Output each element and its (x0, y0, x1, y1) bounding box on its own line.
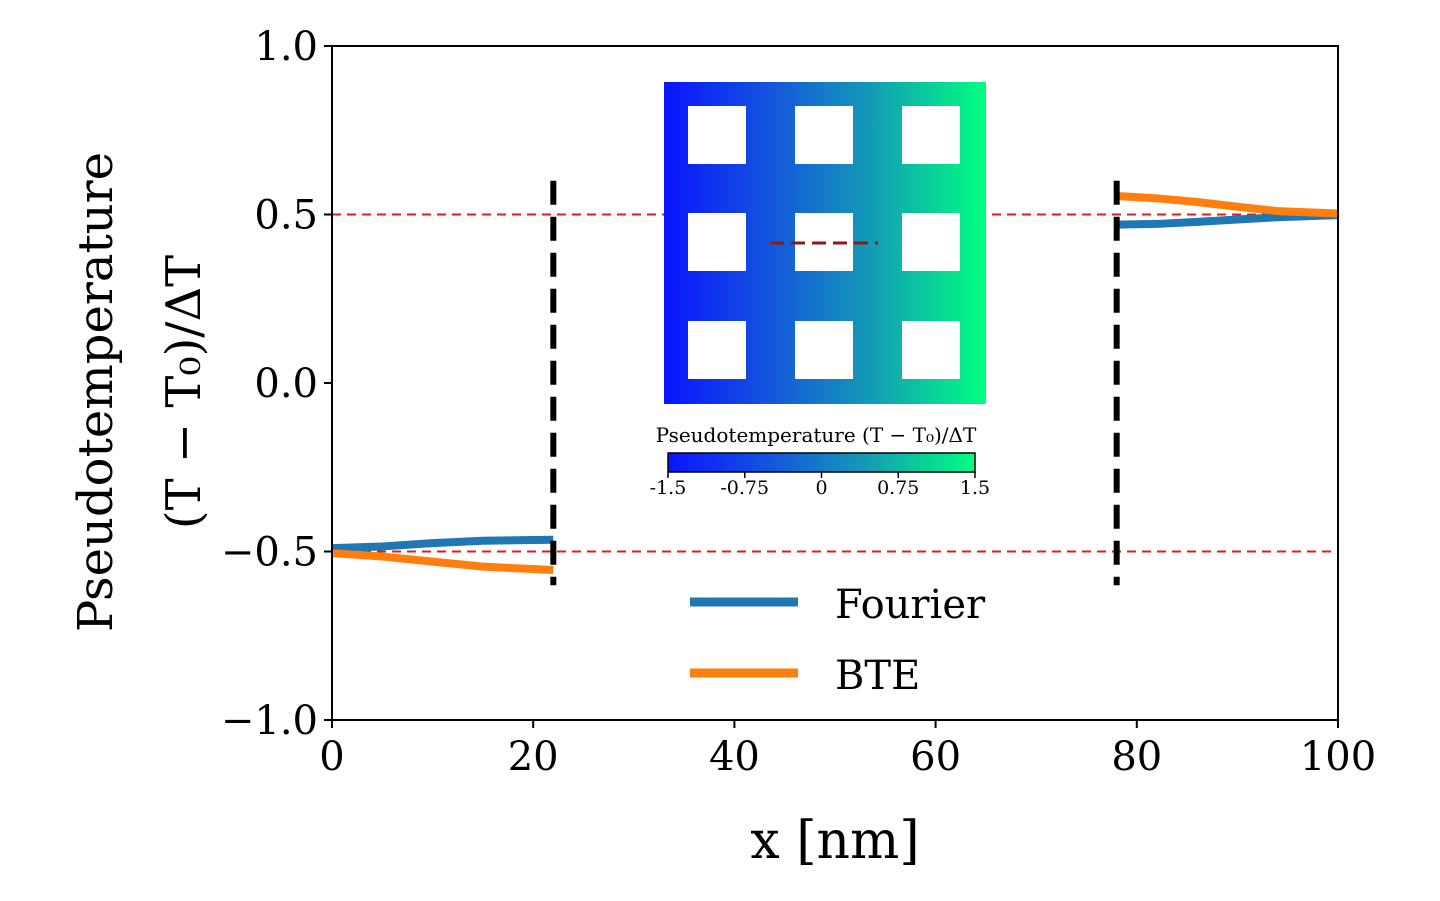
colorbar-tick-label: -0.75 (720, 477, 769, 499)
inset-hole (688, 106, 746, 164)
colorbar-title: Pseudotemperature (T − T₀)/ΔT (656, 423, 977, 447)
boundary-lines (550, 180, 1120, 586)
x-tick-label: 20 (508, 734, 559, 780)
series-line-fourier (331, 535, 554, 553)
y-tick-label: −0.5 (221, 530, 318, 576)
colorbar-tick-label: 0.75 (877, 477, 919, 499)
inset-hole (688, 321, 746, 379)
x-tick-label: 60 (910, 734, 961, 780)
y-tick-label: 0.5 (254, 193, 318, 239)
x-axis-ticks: 0 20 40 60 80 100 (319, 720, 1376, 780)
inset-holes (688, 106, 960, 379)
colorbar-tick-label: -1.5 (650, 477, 687, 499)
legend-label-fourier: Fourier (835, 582, 986, 628)
colorbar-tick-label: 0 (815, 477, 827, 499)
inset-heatmap (664, 82, 986, 404)
x-axis-label: x [nm] (750, 811, 919, 871)
y-axis-label-line-2: (T − T₀)/ΔT (156, 255, 212, 529)
colorbar-tick-label: 1.5 (960, 477, 990, 499)
y-axis-label: Pseudotemperature (T − T₀)/ΔT (68, 152, 212, 632)
colorbar-bar (667, 452, 976, 473)
y-tick-label: 0.0 (254, 361, 318, 407)
y-axis-ticks: 1.0 0.5 0.0 −0.5 −1.0 (221, 24, 332, 744)
inset-hole (688, 213, 746, 271)
x-tick-label: 100 (1300, 734, 1376, 780)
legend: Fourier BTE (690, 582, 986, 699)
x-tick-label: 0 (319, 734, 344, 780)
inset-hole (795, 321, 853, 379)
series-line-bte (331, 549, 554, 575)
colorbar-ticks: -1.5 -0.75 0 0.75 1.5 (650, 472, 990, 499)
inset-hole (902, 321, 960, 379)
legend-label-bte: BTE (835, 653, 920, 699)
inset-hole (902, 213, 960, 271)
series-lines (331, 191, 1339, 575)
colorbar: Pseudotemperature (T − T₀)/ΔT -1.5 -0.75 0… (650, 423, 990, 499)
series-line-bte (1116, 191, 1339, 218)
y-tick-label: 1.0 (254, 24, 318, 70)
series-line-fourier (1116, 211, 1339, 229)
inset-hole (902, 106, 960, 164)
inset-hole (795, 106, 853, 164)
x-tick-label: 80 (1111, 734, 1162, 780)
y-axis-label-line-1: Pseudotemperature (68, 152, 124, 632)
x-tick-label: 40 (709, 734, 760, 780)
y-tick-label: −1.0 (221, 698, 318, 744)
